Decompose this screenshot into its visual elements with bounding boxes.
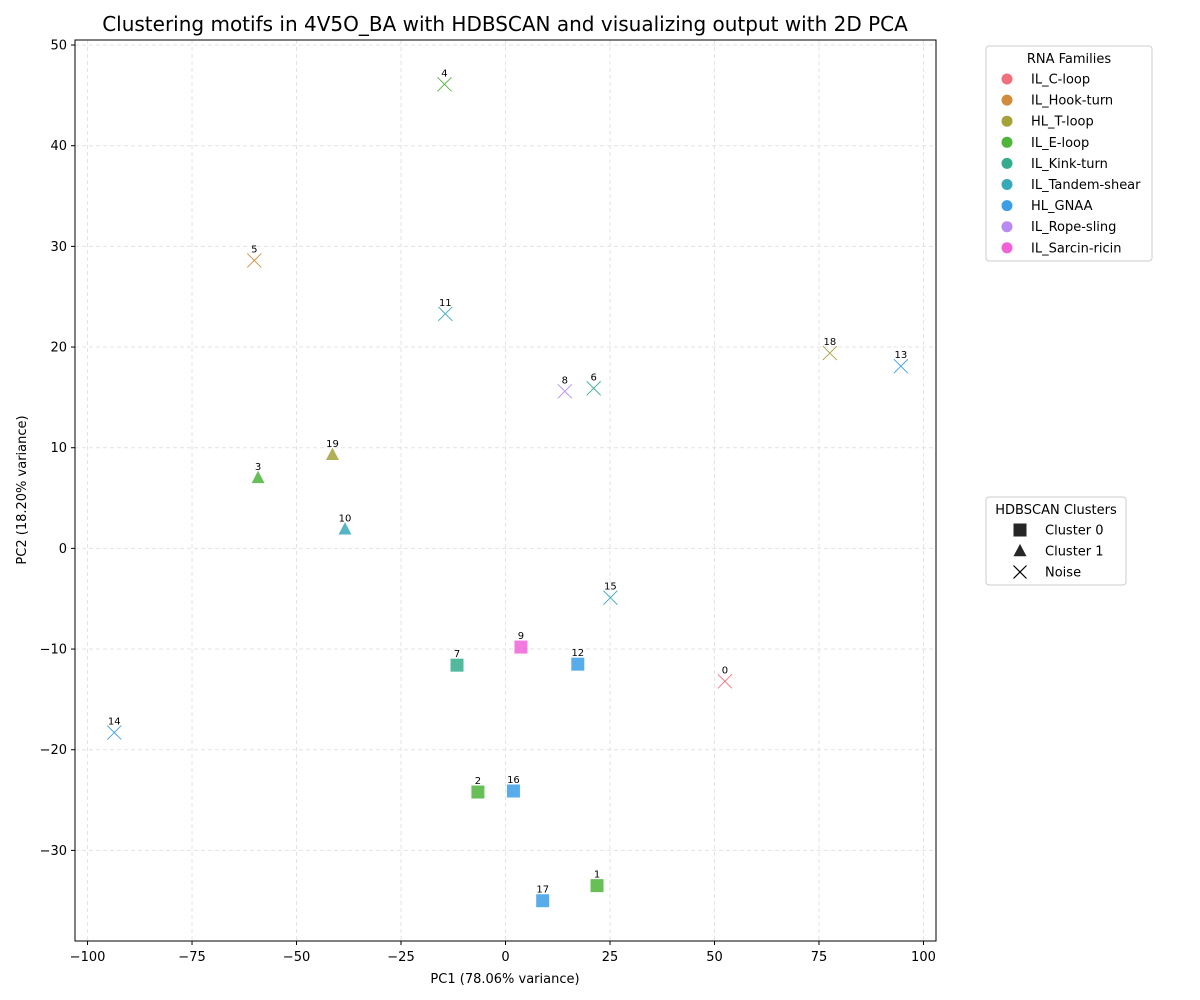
data-point (325, 447, 339, 460)
data-point (603, 590, 618, 606)
chart-title: Clustering motifs in 4V5O_BA with HDBSCA… (102, 12, 908, 36)
legend-label: Cluster 1 (1045, 545, 1104, 560)
x-tick-label: −50 (283, 950, 310, 965)
grid-lines (75, 40, 936, 941)
y-tick-label: −10 (40, 643, 67, 658)
legend-label: IL_Tandem-shear (1031, 178, 1141, 193)
data-point (450, 658, 464, 672)
point-label: 18 (823, 337, 836, 348)
point-label: 1 (594, 870, 600, 881)
point-label: 6 (591, 372, 597, 383)
data-point (471, 785, 485, 799)
point-label: 0 (722, 665, 728, 676)
point-label: 10 (339, 513, 352, 524)
legend-swatch (1001, 73, 1013, 85)
legend-marker (1013, 565, 1027, 579)
y-tick-label: 10 (50, 441, 67, 456)
x-tick-label: −100 (70, 950, 106, 965)
point-label: 4 (441, 68, 447, 79)
x-tick-label: 75 (811, 950, 828, 965)
data-point (338, 522, 352, 535)
legend-swatch (1001, 94, 1013, 106)
data-point (893, 358, 909, 374)
point-label: 15 (604, 582, 617, 593)
legend-swatch (1001, 136, 1013, 148)
point-label: 7 (454, 649, 460, 660)
data-point (586, 381, 602, 396)
data-point (437, 76, 452, 92)
legend-swatch (1001, 200, 1013, 212)
y-tick-label: 50 (50, 39, 67, 54)
y-tick-label: −30 (40, 844, 67, 859)
point-label: 8 (562, 375, 568, 386)
point-label: 9 (518, 631, 524, 642)
y-tick-label: 20 (50, 341, 67, 356)
data-point (822, 345, 838, 361)
y-tick-label: 30 (50, 240, 67, 255)
data-point (106, 725, 122, 740)
y-axis-label: PC2 (18.20% variance) (15, 415, 30, 564)
point-label: 3 (255, 462, 261, 473)
legend-label: IL_Hook-turn (1031, 94, 1113, 109)
point-label: 12 (571, 648, 584, 659)
data-point (571, 657, 585, 671)
legend-swatch (1001, 179, 1013, 190)
point-label: 17 (536, 885, 549, 896)
x-tick-label: −75 (178, 950, 205, 965)
legend-label: IL_Kink-turn (1031, 157, 1108, 172)
y-tick-label: 0 (59, 542, 67, 557)
point-label: 11 (439, 298, 452, 309)
data-point (717, 673, 733, 689)
legend-label: IL_C-loop (1031, 73, 1090, 88)
data-point (536, 894, 550, 908)
data-point (557, 384, 573, 399)
point-label: 16 (507, 775, 520, 786)
family-legend-box (985, 45, 1153, 262)
x-tick-label: 0 (501, 950, 509, 965)
legend-swatch (1001, 242, 1013, 254)
data-point (514, 640, 528, 654)
point-label: 13 (895, 350, 908, 361)
data-point (506, 784, 520, 798)
family-legend: RNA Families IL_C-loop IL_Hook-turn HL_T-l… (985, 45, 1153, 262)
family-legend-items: IL_C-loop IL_Hook-turn HL_T-loop IL_E-loop I… (1001, 73, 1141, 256)
legend-label: IL_Sarcin-ricin (1031, 241, 1122, 256)
x-tick-label: 50 (706, 950, 723, 965)
x-tick-label: −25 (387, 950, 414, 965)
cluster-legend-box (985, 496, 1127, 586)
data-point (246, 253, 262, 268)
data-point (590, 879, 604, 893)
legend-label: HL_T-loop (1031, 115, 1094, 130)
data-point (437, 306, 453, 322)
point-label: 14 (108, 717, 121, 728)
x-tick-label: 25 (602, 950, 619, 965)
family-legend-title: RNA Families (1027, 52, 1112, 67)
point-label: 19 (326, 439, 339, 450)
y-tick-label: 40 (50, 139, 67, 154)
y-axis-ticks: −30 −20 −10 0 10 20 30 40 50 (40, 39, 75, 859)
legend-swatch (1001, 115, 1013, 127)
legend-label: Noise (1045, 566, 1081, 581)
legend-label: IL_Rope-sling (1031, 220, 1116, 235)
y-tick-label: −20 (40, 743, 67, 758)
x-axis-label: PC1 (78.06% variance) (430, 972, 579, 987)
data-point (251, 470, 265, 484)
x-axis-ticks: −100 −75 −50 −25 0 25 50 75 100 (70, 941, 936, 965)
legend-swatch (1001, 221, 1013, 233)
cluster-legend-title: HDBSCAN Clusters (995, 503, 1117, 518)
legend-label: HL_GNAA (1031, 199, 1093, 214)
legend-label: IL_E-loop (1031, 136, 1089, 151)
cluster-legend-items: Cluster 0 Cluster 1 Noise (1013, 523, 1104, 581)
legend-swatch (1001, 157, 1013, 169)
point-label: 5 (251, 244, 257, 255)
point-label: 2 (475, 776, 481, 787)
cluster-legend: HDBSCAN Clusters Cluster 0 Cluster 1 Noise (985, 496, 1127, 586)
legend-marker (1013, 543, 1027, 557)
legend-marker (1013, 523, 1027, 537)
x-tick-label: 100 (911, 950, 936, 965)
legend-label: Cluster 0 (1045, 524, 1104, 539)
